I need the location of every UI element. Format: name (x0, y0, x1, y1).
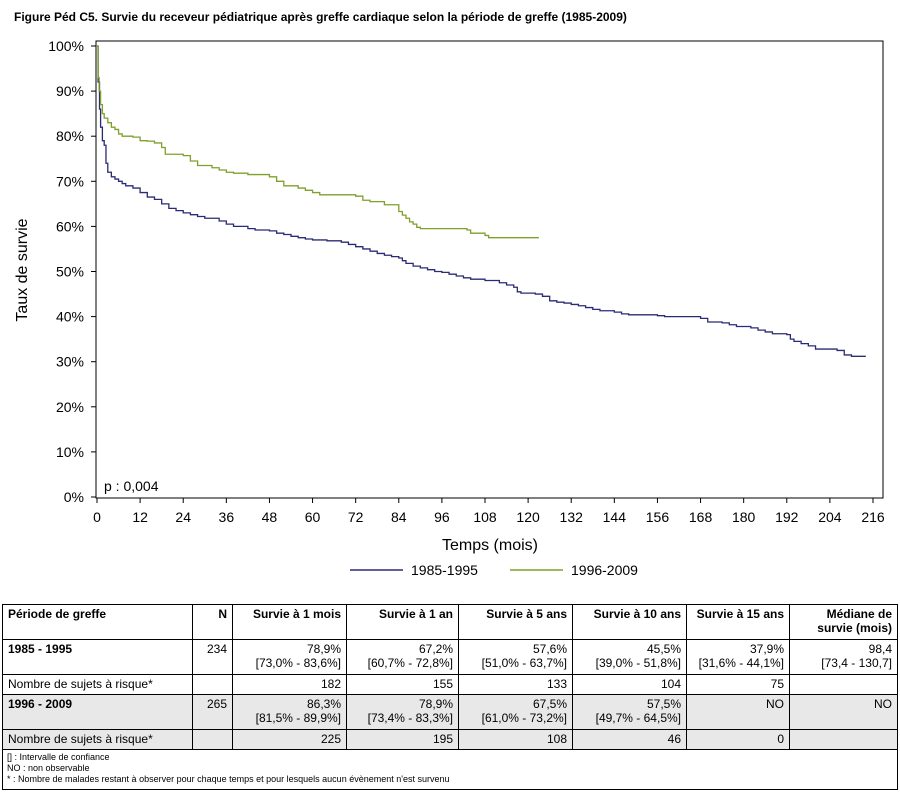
y-tick-label: 70% (56, 173, 84, 189)
p-value-annotation: p : 0,004 (104, 478, 159, 494)
y-tick-label: 90% (56, 83, 84, 99)
x-axis-title: Temps (mois) (442, 537, 538, 554)
y-tick-label: 60% (56, 218, 84, 234)
table-row-at-risk-1996-2009: Nombre de sujets à risque* 225 195 108 4… (2, 729, 898, 750)
survival-15a-cell: 37,9% [31,6% - 44,1%] (686, 639, 790, 675)
x-tick-label: 96 (434, 509, 450, 525)
median-cell: NO (789, 694, 898, 730)
empty-cell (192, 729, 233, 750)
x-tick-label: 72 (348, 509, 364, 525)
header-survival-15-years: Survie à 15 ans (686, 604, 790, 640)
survival-10a-cell: 45,5% [39,0% - 51,8%] (572, 639, 687, 675)
x-tick-label: 12 (132, 509, 148, 525)
header-survival-10-years: Survie à 10 ans (572, 604, 687, 640)
x-tick-label: 204 (818, 509, 842, 525)
table-header-row: Période de greffe N Survie à 1 mois Surv… (2, 604, 898, 640)
x-tick-label: 144 (603, 509, 627, 525)
table-row-1985-1995: 1985 - 1995 234 78,9% [73,0% - 83,6%] 67,… (2, 639, 898, 675)
table-row-at-risk-1985-1995: Nombre de sujets à risque* 182 155 133 1… (2, 674, 898, 695)
survival-1m-cell: 78,9% [73,0% - 83,6%] (232, 639, 347, 675)
header-survival-5-years: Survie à 5 ans (458, 604, 573, 640)
x-tick-label: 156 (646, 509, 670, 525)
series-line-1996-2009 (97, 45, 539, 239)
survival-1a-cell: 67,2% [60,7% - 72,8%] (346, 639, 459, 675)
header-n: N (192, 604, 233, 640)
at-risk-value: 133 (458, 674, 573, 695)
y-tick-label: 10% (56, 444, 84, 460)
x-tick-label: 132 (560, 509, 584, 525)
x-tick-label: 36 (219, 509, 235, 525)
y-tick-label: 40% (56, 309, 84, 325)
axis-ticks: 0 12 24 36 48 60 72 84 96 108 120 132 144 156 168 180 19… (48, 38, 885, 525)
at-risk-value: 0 (686, 729, 790, 750)
x-tick-label: 24 (175, 509, 191, 525)
header-survival-1-month: Survie à 1 mois (232, 604, 347, 640)
series-lines (97, 45, 866, 357)
y-tick-label: 0% (64, 489, 84, 505)
y-axis-title: Taux de survie (14, 218, 31, 321)
header-survival-1-year: Survie à 1 an (346, 604, 459, 640)
at-risk-value: 195 (346, 729, 459, 750)
at-risk-value: 46 (572, 729, 687, 750)
x-tick-label: 216 (861, 509, 885, 525)
x-tick-label: 192 (775, 509, 799, 525)
survival-10a-cell: 57,5% [49,7% - 64,5%] (572, 694, 687, 730)
y-tick-label: 100% (48, 38, 84, 54)
at-risk-label: Nombre de sujets à risque* (2, 674, 193, 695)
x-tick-label: 48 (262, 509, 278, 525)
survival-1a-cell: 78,9% [73,4% - 83,3%] (346, 694, 459, 730)
survival-15a-cell: NO (686, 694, 790, 730)
at-risk-value: 155 (346, 674, 459, 695)
y-tick-label: 80% (56, 128, 84, 144)
y-tick-label: 50% (56, 264, 84, 280)
survival-5a-cell: 67,5% [61,0% - 73,2%] (458, 694, 573, 730)
x-tick-label: 168 (689, 509, 713, 525)
x-tick-label: 84 (391, 509, 407, 525)
table-row-1996-2009: 1996 - 2009 265 86,3% [81,5% - 89,9%] 78,… (2, 694, 898, 730)
y-tick-label: 20% (56, 399, 84, 415)
x-tick-label: 60 (305, 509, 321, 525)
x-tick-label: 120 (516, 509, 540, 525)
header-median-survival: Médiane de survie (mois) (789, 604, 898, 640)
legend: 1985-1995 1996-2009 (350, 562, 638, 578)
x-tick-label: 0 (93, 509, 101, 525)
table-notes: [] : Intervalle de confiance NO : non ob… (2, 749, 898, 790)
n-cell: 234 (192, 639, 233, 675)
note-line: NO : non observable (7, 763, 90, 773)
survival-1m-cell: 86,3% [81,5% - 89,9%] (232, 694, 347, 730)
survival-chart: 0 12 24 36 48 60 72 84 96 108 120 132 144 156 168 180 19… (14, 38, 885, 578)
x-tick-label: 180 (732, 509, 756, 525)
y-tick-label: 30% (56, 354, 84, 370)
median-cell: 98,4 [73,4 - 130,7] (789, 639, 898, 675)
table-notes-row: [] : Intervalle de confiance NO : non ob… (2, 749, 898, 790)
plot-frame (95, 40, 884, 499)
period-cell: 1996 - 2009 (2, 694, 193, 730)
x-tick-label: 108 (473, 509, 497, 525)
at-risk-value: 225 (232, 729, 347, 750)
survival-5a-cell: 57,6% [51,0% - 63,7%] (458, 639, 573, 675)
period-cell: 1985 - 1995 (2, 639, 193, 675)
n-cell: 265 (192, 694, 233, 730)
empty-cell (192, 674, 233, 695)
note-line: [] : Intervalle de confiance (7, 752, 110, 762)
at-risk-value: 104 (572, 674, 687, 695)
note-line: * : Nombre de malades restant à observer… (7, 774, 450, 784)
survival-stats-table: Période de greffe N Survie à 1 mois Surv… (2, 604, 898, 790)
header-period: Période de greffe (2, 604, 193, 640)
legend-label: 1985-1995 (411, 562, 478, 578)
empty-cell (789, 729, 898, 750)
series-line-1985-1995 (97, 45, 866, 357)
at-risk-label: Nombre de sujets à risque* (2, 729, 193, 750)
at-risk-value: 182 (232, 674, 347, 695)
legend-label: 1996-2009 (571, 562, 638, 578)
at-risk-value: 108 (458, 729, 573, 750)
figure-title: Figure Péd C5. Survie du receveur pédiat… (14, 10, 627, 24)
at-risk-value: 75 (686, 674, 790, 695)
empty-cell (789, 674, 898, 695)
